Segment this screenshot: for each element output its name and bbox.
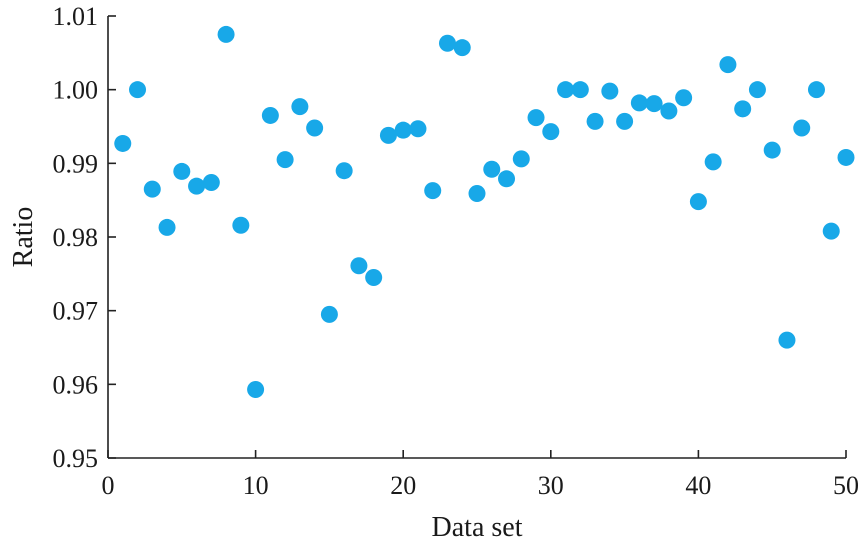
data-point bbox=[379, 126, 397, 144]
x-tick-label: 40 bbox=[685, 471, 711, 500]
data-point bbox=[335, 162, 353, 180]
data-point bbox=[173, 162, 191, 180]
data-point bbox=[660, 102, 678, 120]
data-point bbox=[424, 182, 442, 200]
data-point bbox=[557, 81, 575, 99]
data-point bbox=[512, 150, 530, 168]
data-point bbox=[350, 257, 368, 275]
data-point bbox=[807, 81, 825, 99]
data-point bbox=[719, 56, 737, 74]
data-point bbox=[483, 160, 501, 178]
x-tick-label: 10 bbox=[243, 471, 269, 500]
data-point bbox=[232, 216, 250, 234]
data-point bbox=[306, 119, 324, 137]
data-point bbox=[734, 100, 752, 118]
data-point bbox=[822, 222, 840, 240]
data-point bbox=[527, 109, 545, 127]
data-point bbox=[498, 170, 516, 188]
data-point bbox=[689, 193, 707, 211]
x-tick-label: 0 bbox=[102, 471, 115, 500]
y-tick-label: 0.97 bbox=[53, 297, 99, 326]
data-point bbox=[217, 25, 235, 43]
y-tick-label: 0.98 bbox=[53, 223, 99, 252]
data-point bbox=[320, 305, 338, 323]
x-ticks: 0 10 20 30 40 50 bbox=[102, 450, 859, 500]
data-point bbox=[453, 39, 471, 57]
y-tick-label: 1.00 bbox=[53, 76, 99, 105]
data-point bbox=[468, 185, 486, 203]
data-point bbox=[763, 141, 781, 159]
data-point bbox=[394, 121, 412, 139]
data-point bbox=[571, 81, 589, 99]
data-points bbox=[114, 25, 855, 398]
data-point bbox=[143, 180, 161, 198]
data-point bbox=[704, 153, 722, 171]
x-axis-title: Data set bbox=[432, 512, 523, 543]
data-point bbox=[837, 148, 855, 166]
data-point bbox=[129, 81, 147, 99]
data-point bbox=[158, 218, 176, 236]
data-point bbox=[586, 112, 604, 130]
data-point bbox=[601, 82, 619, 100]
data-point bbox=[409, 120, 427, 138]
y-tick-label: 0.95 bbox=[53, 444, 99, 473]
axes bbox=[107, 16, 846, 459]
x-tick-label: 50 bbox=[833, 471, 859, 500]
data-point bbox=[247, 380, 265, 398]
data-point bbox=[438, 34, 456, 52]
y-tick-label: 0.99 bbox=[53, 149, 99, 178]
data-point bbox=[630, 94, 648, 112]
data-point bbox=[188, 177, 206, 195]
x-tick-label: 30 bbox=[538, 471, 564, 500]
data-point bbox=[645, 95, 663, 113]
data-point bbox=[291, 98, 309, 116]
y-tick-label: 0.96 bbox=[53, 370, 99, 399]
data-point bbox=[114, 134, 132, 152]
data-point bbox=[202, 173, 220, 191]
y-ticks: 0.95 0.96 0.97 0.98 0.99 1.00 1.01 bbox=[53, 2, 116, 473]
y-tick-label: 1.01 bbox=[53, 2, 99, 31]
data-point bbox=[261, 106, 279, 124]
data-point bbox=[748, 81, 766, 99]
data-point bbox=[616, 112, 634, 130]
data-point bbox=[542, 123, 560, 141]
y-axis-title: Ratio bbox=[8, 207, 39, 268]
x-tick-label: 20 bbox=[390, 471, 416, 500]
data-point bbox=[276, 151, 294, 169]
data-point bbox=[365, 269, 383, 287]
data-point bbox=[778, 331, 796, 349]
data-point bbox=[675, 89, 693, 107]
data-point bbox=[793, 119, 811, 137]
